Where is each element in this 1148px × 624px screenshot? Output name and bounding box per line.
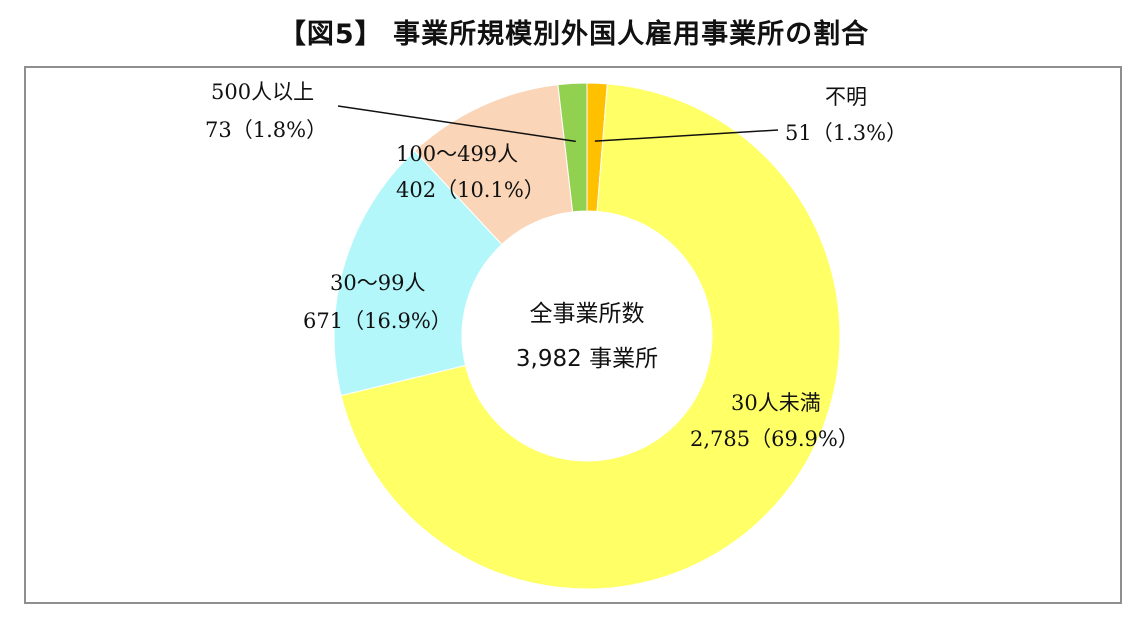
chart-frame (24, 66, 1122, 604)
leader-line-unknown (594, 129, 779, 142)
label-100-499-value: 402（10.1%） (396, 178, 545, 202)
leader-lines (337, 105, 779, 143)
donut-slices (333, 82, 841, 590)
label-unknown-value: 51（1.3%） (785, 121, 907, 145)
slice-500plus (557, 82, 588, 213)
slice-lt30 (340, 83, 841, 590)
label-lt30-value: 2,785（69.9%） (690, 427, 859, 451)
label-100-499-name: 100～499人 (396, 142, 518, 166)
chart-title: 【図5】 事業所規模別外国人雇用事業所の割合 (278, 19, 870, 50)
leader-line-500plus (337, 105, 576, 143)
label-30-99-name: 30～99人 (330, 271, 425, 295)
label-lt30-name: 30人未満 (731, 391, 821, 415)
label-500plus-value: 73（1.8%） (205, 118, 327, 142)
center-label-title: 全事業所数 (530, 301, 645, 327)
label-500plus-name: 500人以上 (211, 80, 314, 104)
label-30-99-value: 671（16.9%） (303, 309, 452, 333)
center-label-total: 3,982 事業所 (516, 346, 658, 372)
label-unknown-name: 不明 (825, 85, 867, 109)
slice-30-99 (333, 150, 503, 397)
